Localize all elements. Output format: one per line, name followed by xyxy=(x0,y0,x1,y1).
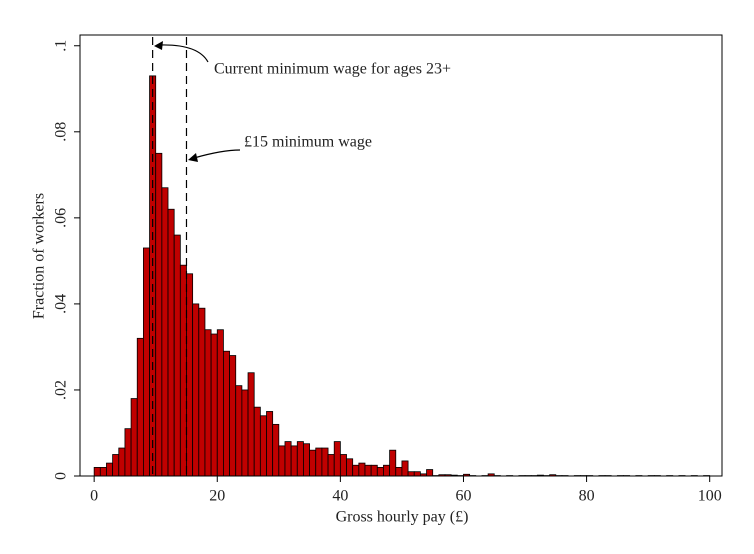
bar xyxy=(401,460,409,477)
bar xyxy=(118,447,126,477)
bar xyxy=(204,329,212,477)
bar xyxy=(235,385,243,477)
bar xyxy=(210,333,218,477)
bar xyxy=(186,273,194,477)
bar xyxy=(229,355,237,477)
annotation: Current minimum wage for ages 23+ xyxy=(214,61,451,78)
x-axis-title: Gross hourly pay (£) xyxy=(336,509,469,526)
bar xyxy=(167,208,175,477)
x-tick-label: 100 xyxy=(698,488,722,505)
bar xyxy=(247,372,255,477)
annotation: £15 minimum wage xyxy=(244,134,372,151)
bar xyxy=(315,447,323,477)
bar xyxy=(155,152,163,477)
bar xyxy=(309,449,317,477)
bar xyxy=(266,411,274,477)
bar xyxy=(321,447,329,477)
y-axis-title: Fraction of workers xyxy=(31,193,48,319)
bar xyxy=(352,464,360,477)
y-tick-label: .02 xyxy=(53,380,70,400)
bar xyxy=(389,449,397,477)
bar xyxy=(161,187,169,477)
y-tick-label: .1 xyxy=(53,40,70,52)
bar xyxy=(364,464,372,477)
bar xyxy=(198,307,206,477)
y-tick-label: 0 xyxy=(53,472,70,480)
bar xyxy=(284,441,292,477)
bar xyxy=(339,454,347,477)
bar xyxy=(216,329,224,477)
x-tick-label: 0 xyxy=(90,488,98,505)
bar xyxy=(112,454,120,477)
plot-frame xyxy=(79,34,723,477)
bar xyxy=(358,462,366,477)
bar xyxy=(395,466,403,477)
bar xyxy=(253,406,261,477)
bar xyxy=(272,423,280,477)
bar xyxy=(93,466,101,477)
bar xyxy=(333,441,341,477)
bar xyxy=(192,303,200,477)
bar xyxy=(296,441,304,477)
annotation-arrow xyxy=(159,44,209,63)
x-tick-label: 40 xyxy=(332,488,348,505)
y-tick-label: .04 xyxy=(53,294,70,314)
annotation-arrow xyxy=(193,149,241,159)
bar xyxy=(327,454,335,477)
bar xyxy=(376,466,384,477)
bar xyxy=(303,443,310,477)
bar xyxy=(223,350,230,477)
bar xyxy=(241,389,249,477)
bar xyxy=(179,264,187,477)
bar xyxy=(426,469,434,477)
y-tick-label: .06 xyxy=(53,208,70,228)
x-tick-label: 80 xyxy=(579,488,595,505)
bar xyxy=(106,462,114,477)
x-tick-label: 20 xyxy=(209,488,225,505)
bar xyxy=(173,234,181,477)
arrow-head xyxy=(188,153,198,162)
bar xyxy=(346,458,354,477)
bar xyxy=(290,445,298,477)
bar xyxy=(142,247,150,477)
bar xyxy=(413,471,421,477)
bar xyxy=(259,415,267,477)
bar xyxy=(383,464,391,477)
bar xyxy=(370,464,378,477)
arrow-head xyxy=(154,41,163,50)
y-tick-label: .08 xyxy=(53,122,70,142)
x-tick-label: 60 xyxy=(455,488,471,505)
bar xyxy=(136,337,144,477)
bar xyxy=(407,471,415,477)
bar xyxy=(99,466,107,477)
bar xyxy=(278,445,286,477)
bar xyxy=(130,398,138,477)
bar xyxy=(124,428,132,477)
